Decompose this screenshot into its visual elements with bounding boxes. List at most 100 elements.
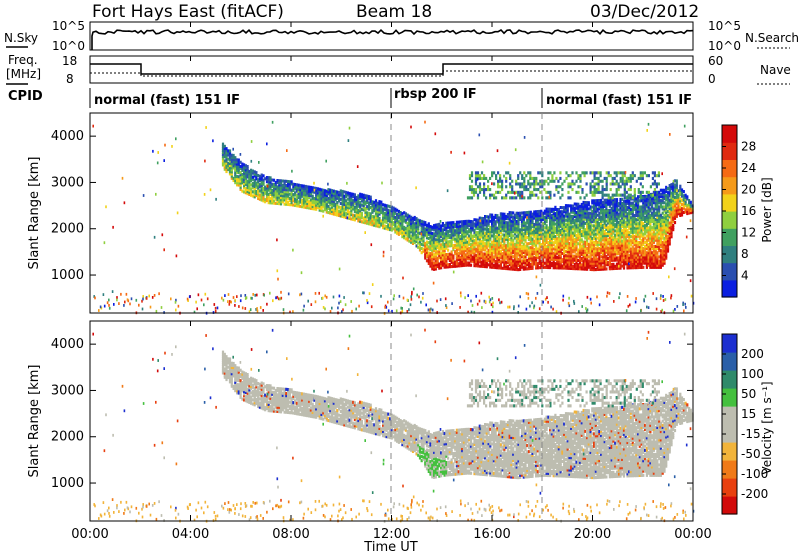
power-cell — [292, 203, 295, 207]
power-cell — [582, 255, 585, 259]
power-cell — [276, 191, 279, 195]
power-cell — [411, 241, 415, 245]
power-cell — [234, 179, 237, 183]
power-cell — [302, 205, 305, 209]
power-cell — [429, 252, 432, 256]
power-cell — [396, 212, 399, 216]
power-cell — [578, 225, 582, 229]
power-cell — [570, 223, 573, 227]
power-cell — [443, 223, 446, 227]
power-cell — [330, 197, 334, 201]
power-cell — [651, 240, 654, 244]
power-cell — [455, 262, 458, 266]
power-cell — [506, 217, 509, 221]
power-cell — [440, 262, 443, 266]
power-cell — [593, 207, 596, 211]
power-cell — [505, 246, 508, 250]
power-cell — [629, 203, 633, 207]
power-cell — [550, 230, 553, 234]
power-cell — [605, 227, 608, 231]
power-cell — [682, 210, 685, 214]
power-cell — [608, 250, 611, 254]
power-cell — [457, 231, 460, 235]
power-cell — [647, 205, 650, 209]
power-cell — [680, 211, 684, 215]
power-cell — [673, 183, 677, 187]
power-cell — [496, 264, 499, 268]
power-cell — [325, 196, 328, 200]
power-cell — [645, 234, 648, 238]
power-cell — [670, 216, 673, 220]
power-cell — [603, 223, 606, 227]
power-cell — [418, 238, 422, 242]
power-cell — [385, 216, 388, 220]
power-cell — [473, 232, 476, 236]
power-cell — [593, 251, 596, 255]
power-cell — [617, 220, 620, 224]
power-cell — [447, 248, 450, 252]
power-cell — [640, 230, 643, 234]
power-cell — [501, 245, 504, 249]
power-cell — [461, 264, 464, 268]
power-cell — [573, 210, 576, 214]
power-cell — [429, 248, 432, 252]
power-cell — [475, 239, 478, 243]
power-cell — [239, 185, 242, 189]
power-cell — [672, 211, 675, 215]
power-cell — [484, 235, 487, 239]
power-cell — [665, 196, 668, 200]
power-cell — [526, 231, 529, 235]
power-cell — [554, 255, 557, 259]
power-cell — [570, 252, 573, 256]
power-cell — [294, 203, 297, 207]
power-cell — [644, 230, 647, 234]
power-cell — [524, 234, 527, 238]
power-cell — [357, 208, 360, 212]
power-cell — [663, 236, 666, 240]
power-cell — [471, 257, 474, 261]
power-cell — [631, 226, 634, 230]
power-cell — [454, 233, 457, 237]
power-cell — [559, 239, 562, 243]
power-cell — [540, 216, 543, 220]
power-cell — [633, 218, 636, 222]
power-cell — [568, 235, 571, 239]
power-cell — [484, 246, 487, 250]
power-cell — [584, 213, 587, 217]
power-cell — [415, 235, 418, 239]
power-cell — [665, 217, 668, 221]
power-cell — [554, 251, 557, 255]
power-cell — [619, 264, 622, 268]
power-cell — [594, 261, 597, 265]
power-cell — [577, 206, 580, 210]
power-cell — [491, 226, 494, 230]
power-cell — [503, 254, 506, 258]
power-cell — [635, 236, 638, 240]
power-cell — [600, 255, 603, 259]
power-cell — [601, 217, 604, 221]
power-cell — [255, 183, 258, 187]
power-cell — [621, 220, 624, 224]
power-cell — [598, 226, 601, 230]
power-cell — [570, 221, 573, 225]
power-cell — [228, 172, 232, 176]
power-cell — [629, 210, 633, 214]
power-cell — [390, 228, 393, 232]
power-cell — [651, 242, 654, 246]
power-cell — [550, 257, 553, 261]
power-cell — [301, 198, 304, 202]
power-cell — [457, 262, 460, 266]
power-cell — [661, 251, 664, 255]
power-cell — [457, 226, 460, 230]
power-cell — [600, 234, 603, 238]
power-cell — [308, 202, 311, 206]
power-cell — [621, 235, 624, 239]
power-cell — [301, 184, 304, 188]
power-cell — [450, 231, 453, 235]
power-cell — [649, 263, 652, 267]
power-cell — [635, 249, 638, 253]
power-cell — [315, 193, 318, 197]
power-cell — [355, 214, 358, 218]
power-cell — [614, 258, 617, 262]
power-cell — [651, 211, 654, 215]
